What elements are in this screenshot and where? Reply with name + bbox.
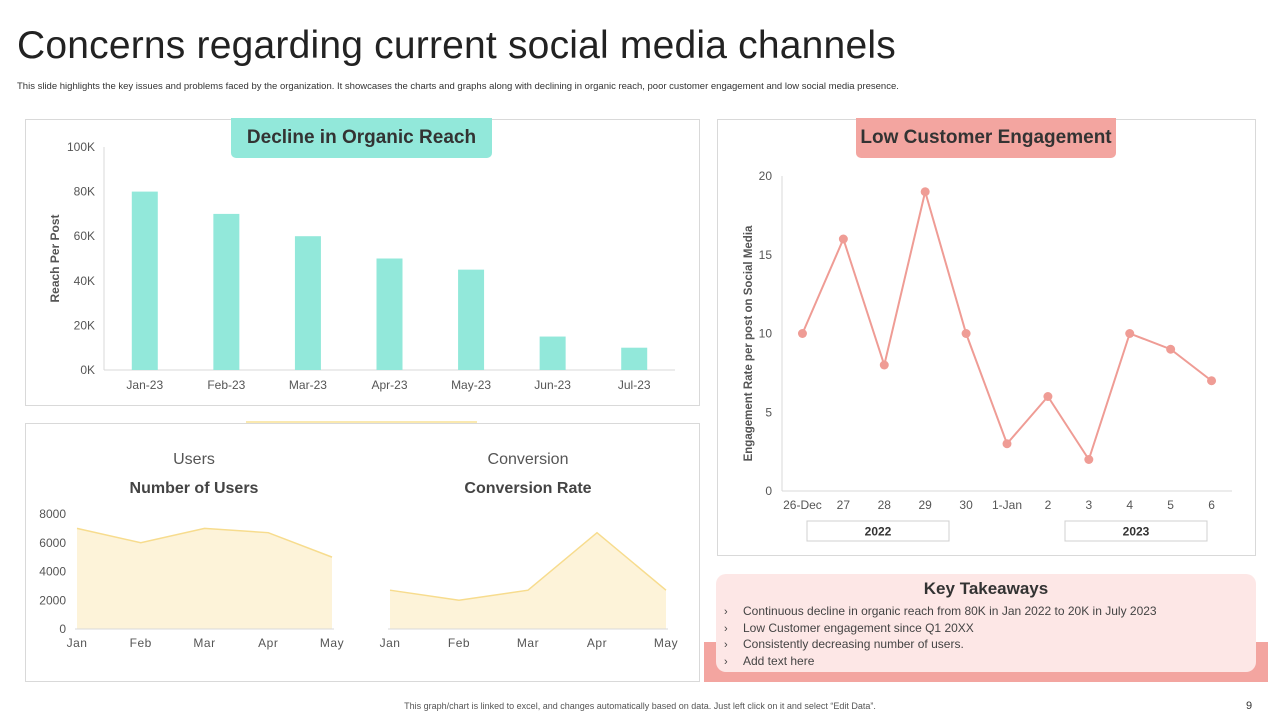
x-tick-label: Apr-23 bbox=[371, 378, 407, 392]
bar-jun-23 bbox=[539, 336, 566, 370]
organic-reach-title: Decline in Organic Reach bbox=[231, 118, 492, 158]
x-tick-label: Feb bbox=[448, 636, 470, 650]
year-group-label: 2022 bbox=[865, 525, 892, 539]
takeaway-item: › Low Customer engagement since Q1 20XX bbox=[724, 620, 1157, 637]
conversion-chart-title: Conversion bbox=[488, 451, 569, 468]
y-tick-label: 15 bbox=[759, 248, 773, 262]
users-area-line bbox=[76, 527, 333, 558]
y-tick-label: 5 bbox=[765, 405, 772, 419]
x-tick-label: 2 bbox=[1045, 498, 1052, 512]
data-point-29 bbox=[920, 187, 930, 197]
key-takeaways-title: Key Takeaways bbox=[923, 579, 1049, 598]
x-tick-label: Feb-23 bbox=[207, 378, 245, 392]
conversion-area-line bbox=[389, 531, 667, 602]
y-tick-label: 40K bbox=[74, 274, 95, 288]
x-tick-label: Jan-23 bbox=[126, 378, 163, 392]
x-tick-label: Jul-23 bbox=[618, 378, 651, 392]
x-tick-label: Jan bbox=[380, 636, 401, 650]
x-tick-label: 1-Jan bbox=[992, 498, 1022, 512]
x-tick-label: 6 bbox=[1208, 498, 1215, 512]
data-point-4 bbox=[1125, 329, 1135, 338]
year-group-box bbox=[806, 520, 950, 542]
y-tick-label: 80K bbox=[74, 185, 95, 199]
x-tick-label: May bbox=[654, 636, 678, 650]
bar-may-23 bbox=[458, 269, 485, 370]
slide-subtitle: This slide highlights the key issues and… bbox=[17, 81, 899, 92]
y-tick-label: 2000 bbox=[39, 593, 66, 607]
organic-reach-chart: 0K 20K 40K 60K 80K 100K Jan-23 Feb-23 Mar-23 Apr-… bbox=[48, 140, 675, 392]
x-tick-label: 5 bbox=[1167, 498, 1174, 512]
year-group-box bbox=[1064, 520, 1208, 542]
data-point-1-jan bbox=[1002, 439, 1012, 449]
y-tick-label: 0 bbox=[765, 484, 772, 498]
key-takeaways-list: › Continuous decline in organic reach fro… bbox=[724, 603, 1157, 669]
x-tick-label: 4 bbox=[1126, 498, 1133, 512]
data-point-5 bbox=[1166, 344, 1176, 354]
engagement-title: Low Customer Engagement bbox=[856, 118, 1116, 158]
x-tick-label: May bbox=[320, 636, 344, 650]
data-point-28 bbox=[879, 360, 889, 370]
x-tick-label: Mar bbox=[193, 636, 215, 650]
takeaway-item: › Add text here bbox=[724, 653, 1157, 670]
x-tick-label: 28 bbox=[878, 498, 892, 512]
data-point-27 bbox=[838, 234, 848, 244]
slide-title: Concerns regarding current social media … bbox=[17, 24, 896, 67]
users-area-fill bbox=[77, 528, 332, 629]
y-tick-label: 20K bbox=[74, 318, 95, 332]
x-tick-label: 30 bbox=[959, 498, 973, 512]
conversion-area-fill bbox=[390, 532, 666, 629]
users-chart-title: Users bbox=[173, 451, 215, 468]
key-takeaways-box: Key Takeaways › Continuous decline in org… bbox=[716, 574, 1256, 672]
x-tick-label: Apr bbox=[258, 636, 278, 650]
x-tick-label: 26-Dec bbox=[783, 498, 822, 512]
y-tick-label: 0 bbox=[59, 622, 66, 636]
takeaway-item: › Continuous decline in organic reach fro… bbox=[724, 603, 1157, 620]
y-tick-label: 8000 bbox=[39, 507, 66, 521]
x-tick-label: Mar-23 bbox=[289, 378, 327, 392]
conversion-chart-subtitle: Conversion Rate bbox=[464, 480, 591, 497]
footer-note: This graph/chart is linked to excel, and… bbox=[404, 701, 876, 711]
chevron-right-icon: › bbox=[724, 655, 728, 668]
bar-mar-23 bbox=[294, 236, 321, 370]
bar-jan-23 bbox=[131, 191, 158, 370]
x-tick-label: 3 bbox=[1085, 498, 1092, 512]
data-point-3 bbox=[1084, 455, 1094, 464]
x-tick-label: 27 bbox=[837, 498, 851, 512]
bar-jul-23 bbox=[621, 347, 648, 370]
x-tick-label: May-23 bbox=[451, 378, 491, 392]
users-conversion-charts: 0 2000 4000 6000 8000 Jan Feb Mar Apr May Users Num… bbox=[39, 451, 678, 650]
chevron-right-icon: › bbox=[724, 606, 728, 618]
engagement-series-line bbox=[801, 187, 1213, 462]
y-tick-label: 60K bbox=[74, 229, 95, 243]
page-number: 9 bbox=[1246, 700, 1253, 712]
y-tick-label: 4000 bbox=[39, 565, 66, 579]
y-axis-title: Engagement Rate per post on Social Media bbox=[743, 225, 755, 461]
bar-apr-23 bbox=[376, 258, 403, 370]
takeaway-item: › Consistently decreasing number of users… bbox=[724, 636, 1157, 653]
data-point-6 bbox=[1207, 376, 1217, 386]
x-tick-label: Feb bbox=[130, 636, 152, 650]
y-tick-label: 100K bbox=[67, 140, 95, 154]
x-tick-label: Mar bbox=[517, 636, 539, 650]
y-axis-title: Reach Per Post bbox=[48, 214, 62, 302]
x-tick-label: Jan bbox=[67, 636, 88, 650]
y-tick-label: 0K bbox=[80, 363, 95, 377]
chevron-right-icon: › bbox=[724, 639, 728, 651]
y-tick-label: 10 bbox=[759, 327, 773, 341]
year-group-label: 2023 bbox=[1123, 525, 1150, 539]
bar-feb-23 bbox=[213, 213, 240, 370]
data-point-26-dec bbox=[797, 329, 807, 338]
engagement-panel bbox=[717, 119, 1256, 556]
chevron-right-icon: › bbox=[724, 622, 728, 635]
x-tick-label: Jun-23 bbox=[534, 378, 571, 392]
x-tick-label: Apr bbox=[587, 636, 607, 650]
data-point-2 bbox=[1043, 392, 1053, 401]
y-tick-label: 20 bbox=[759, 169, 773, 183]
data-point-30 bbox=[961, 329, 971, 338]
y-tick-label: 6000 bbox=[39, 536, 66, 550]
x-tick-label: 29 bbox=[919, 498, 933, 512]
users-chart-subtitle: Number of Users bbox=[130, 480, 259, 497]
engagement-chart: 0 5 10 15 20 26-Dec 27 28 29 30 1-Jan 2 3 4 5 6 2022 2023… bbox=[743, 169, 1232, 542]
